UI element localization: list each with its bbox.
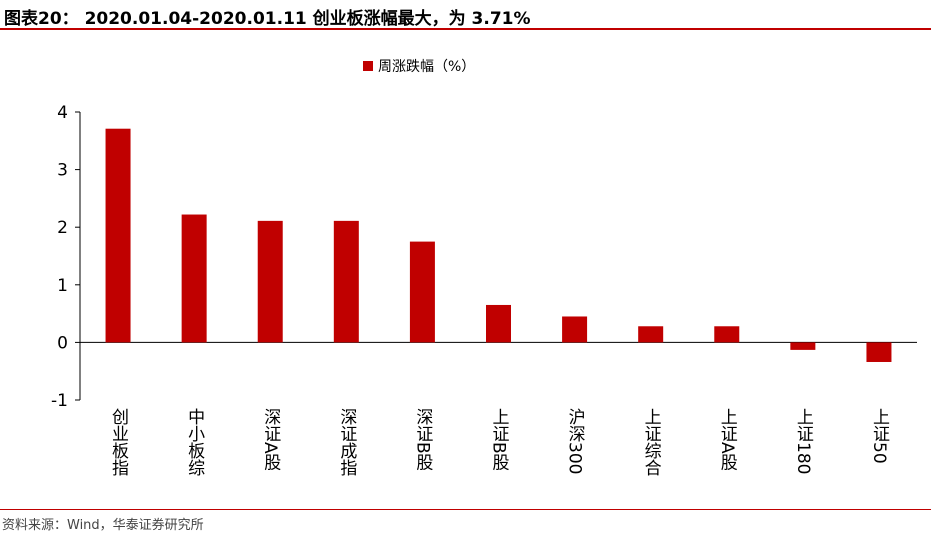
x-tick-label: 上证180	[793, 408, 814, 474]
bar	[257, 220, 283, 343]
y-tick-label: 3	[57, 161, 68, 181]
bar	[409, 241, 435, 343]
x-tick-label: 上证A股	[717, 408, 738, 472]
x-tick-label: 深证B股	[412, 408, 433, 472]
source-note: 资料来源：Wind，华泰证券研究所	[2, 518, 204, 533]
bar	[562, 316, 588, 343]
y-tick-label: -1	[51, 391, 68, 411]
y-tick-label: 1	[57, 276, 68, 296]
chart-title: 图表20： 2020.01.04-2020.01.11 创业板涨幅最大，为 3.…	[4, 9, 531, 29]
bar	[486, 304, 511, 343]
x-tick-label: 上证综合	[641, 408, 662, 476]
legend-swatch	[363, 61, 373, 71]
bar	[333, 220, 359, 343]
x-tick-label: 创业板指	[108, 408, 129, 477]
bar	[181, 214, 207, 343]
x-tick-label: 深证A股	[260, 408, 281, 472]
x-tick-label: 深证成指	[336, 408, 357, 477]
x-tick-label: 沪深300	[565, 408, 586, 474]
footer-divider	[0, 509, 931, 510]
y-tick-label: 4	[57, 103, 68, 123]
x-tick-label: 中小板综	[184, 408, 205, 477]
bar-chart: 周涨跌幅（%） -1 0 1 2 3 4 创业板指 中小板综 深证A股 深证成指 深证B股 上证B股 沪深…	[51, 59, 917, 477]
bar	[790, 342, 816, 350]
bar	[638, 326, 664, 343]
x-tick-label: 上证50	[869, 408, 890, 464]
y-tick-label: 0	[57, 333, 68, 353]
bar	[866, 342, 892, 362]
bar	[105, 128, 131, 343]
x-tick-label: 上证B股	[489, 408, 510, 472]
bar	[714, 326, 740, 343]
header-divider	[0, 28, 931, 30]
legend-label: 周涨跌幅（%）	[378, 59, 475, 75]
chart-header: 图表20： 2020.01.04-2020.01.11 创业板涨幅最大，为 3.…	[0, 0, 931, 30]
y-tick-label: 2	[57, 218, 68, 238]
